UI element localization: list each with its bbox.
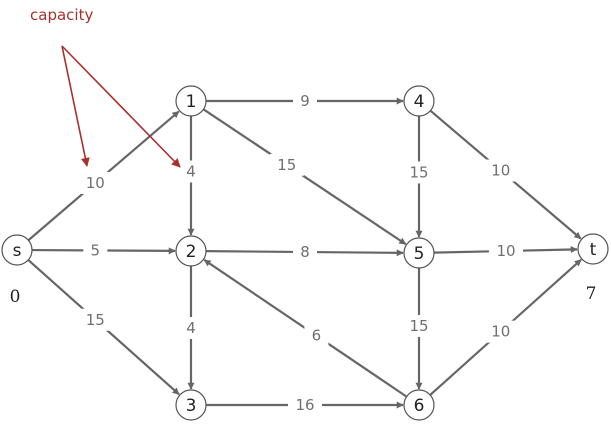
capacity-label-6-2: 6: [312, 327, 322, 345]
node-3: 3: [175, 389, 207, 421]
capacity-label-bg: [288, 394, 322, 416]
edge-6-2: 6: [203, 259, 408, 398]
capacity-label-bg: [78, 171, 113, 194]
node-label-5: 5: [414, 244, 425, 264]
capacity-label-bg: [78, 308, 113, 331]
capacity-label-3-6: 16: [295, 396, 314, 414]
capacity-label-bg: [483, 159, 518, 182]
outside-label-s: 0: [10, 287, 21, 307]
capacity-label-bg: [179, 317, 203, 339]
node-circle: [403, 389, 435, 421]
capacity-label-bg: [402, 314, 436, 337]
edge-5-t: 10: [433, 240, 578, 262]
edge-1-4: 9: [206, 90, 404, 112]
nodes-layer: s 1 2 3 4 5 6 t: [1, 85, 609, 421]
edge-1-2: 4: [179, 116, 203, 236]
node-label-3: 3: [186, 396, 197, 416]
capacity-annotation-arrow-1: [61, 45, 90, 167]
capacity-label-bg: [402, 161, 436, 184]
edge-line-1-5: [202, 108, 407, 246]
edge-1-5: 15: [202, 108, 407, 246]
node-circle: [175, 235, 207, 267]
capacity-label-1-5: 15: [277, 156, 296, 174]
node-circle: [1, 234, 33, 266]
node-circle: [577, 233, 609, 265]
node-5: 5: [403, 237, 435, 269]
capacity-label-5-6: 15: [409, 317, 428, 335]
capacity-annotation-arrow-2: [61, 45, 181, 168]
node-2: 2: [175, 235, 207, 267]
node-6: 6: [403, 389, 435, 421]
edge-4-5: 15: [402, 116, 436, 238]
capacity-label-6-t: 10: [491, 323, 510, 341]
capacity-label-s-2: 5: [91, 241, 101, 259]
edge-4-t: 10: [429, 109, 582, 240]
capacity-label-s-3: 15: [86, 311, 105, 329]
node-label-1: 1: [186, 92, 197, 112]
capacity-label-1-4: 9: [300, 92, 310, 110]
node-label-t: t: [590, 240, 597, 260]
edge-2-5: 8: [205, 241, 404, 263]
capacity-label-bg: [483, 320, 518, 343]
edge-2-3: 4: [179, 266, 203, 390]
edge-6-t: 10: [429, 258, 582, 396]
capacity-label-bg: [293, 241, 317, 263]
edge-5-6: 15: [402, 268, 436, 390]
node-t: t: [577, 233, 609, 265]
capacity-label-bg: [269, 153, 304, 176]
node-label-4: 4: [414, 92, 425, 112]
capacity-label-5-t: 10: [496, 242, 515, 260]
node-label-6: 6: [414, 396, 425, 416]
edge-3-6: 16: [206, 394, 404, 416]
annotation-layer: capacity: [30, 6, 181, 168]
node-circle: [403, 237, 435, 269]
node-label-2: 2: [186, 242, 197, 262]
capacity-label-bg: [293, 90, 317, 112]
node-circle: [403, 85, 435, 117]
edge-s-2: 5: [31, 239, 176, 262]
capacity-label-bg: [83, 239, 108, 262]
capacity-label-4-5: 15: [409, 163, 428, 181]
node-circle: [175, 389, 207, 421]
capacity-label-1-2: 4: [186, 163, 196, 181]
node-circle: [175, 85, 207, 117]
capacity-label-4-t: 10: [491, 162, 510, 180]
capacity-label-bg: [489, 240, 523, 262]
capacity-label-bg: [304, 324, 329, 347]
edge-s-1: 10: [27, 110, 180, 242]
capacity-annotation-label: capacity: [30, 6, 93, 24]
edge-s-3: 15: [27, 259, 180, 396]
node-4: 4: [403, 85, 435, 117]
capacity-label-2-5: 8: [300, 243, 310, 261]
node-s: s: [1, 234, 33, 266]
capacity-label-s-1: 10: [86, 174, 105, 192]
capacity-label-bg: [179, 160, 203, 183]
node-1: 1: [175, 85, 207, 117]
node-label-s: s: [13, 241, 22, 261]
capacity-label-2-3: 4: [186, 319, 196, 337]
outside-label-t: 7: [586, 284, 597, 304]
